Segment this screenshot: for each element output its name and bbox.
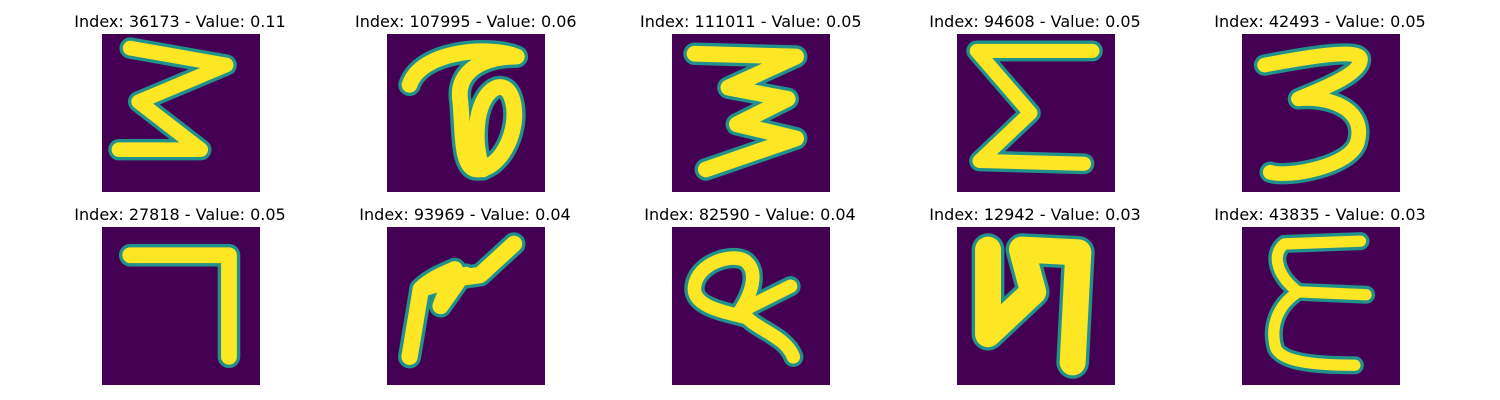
handwritten-glyph-image — [1242, 227, 1400, 385]
panel-title: Index: 107995 - Value: 0.06 — [355, 12, 577, 31]
handwritten-glyph-image — [957, 34, 1115, 192]
handwritten-glyph-image — [387, 34, 545, 192]
image-panel: Index: 27818 - Value: 0.05 — [70, 205, 290, 385]
handwritten-glyph-image — [102, 34, 260, 192]
panel-title: Index: 12942 - Value: 0.03 — [929, 205, 1141, 224]
panel-title: Index: 94608 - Value: 0.05 — [929, 12, 1141, 31]
panel-title: Index: 111011 - Value: 0.05 — [640, 12, 862, 31]
panel-title: Index: 27818 - Value: 0.05 — [74, 205, 286, 224]
handwritten-glyph-image — [672, 227, 830, 385]
image-panel: Index: 111011 - Value: 0.05 — [640, 12, 862, 192]
panel-title: Index: 36173 - Value: 0.11 — [74, 12, 286, 31]
image-panel: Index: 36173 - Value: 0.11 — [70, 12, 290, 192]
handwritten-glyph-image — [102, 227, 260, 385]
handwritten-glyph-image — [957, 227, 1115, 385]
panel-title: Index: 82590 - Value: 0.04 — [644, 205, 856, 224]
panel-title: Index: 42493 - Value: 0.05 — [1214, 12, 1426, 31]
handwritten-glyph-image — [387, 227, 545, 385]
image-panel: Index: 43835 - Value: 0.03 — [1210, 205, 1430, 385]
handwritten-glyph-image — [672, 34, 830, 192]
image-panel: Index: 107995 - Value: 0.06 — [355, 12, 577, 192]
image-panel: Index: 42493 - Value: 0.05 — [1210, 12, 1430, 192]
image-panel: Index: 82590 - Value: 0.04 — [640, 205, 860, 385]
handwritten-glyph-image — [1242, 34, 1400, 192]
panel-title: Index: 93969 - Value: 0.04 — [359, 205, 571, 224]
image-panel: Index: 94608 - Value: 0.05 — [925, 12, 1145, 192]
panel-title: Index: 43835 - Value: 0.03 — [1214, 205, 1426, 224]
image-panel: Index: 93969 - Value: 0.04 — [355, 205, 575, 385]
image-panel: Index: 12942 - Value: 0.03 — [925, 205, 1145, 385]
